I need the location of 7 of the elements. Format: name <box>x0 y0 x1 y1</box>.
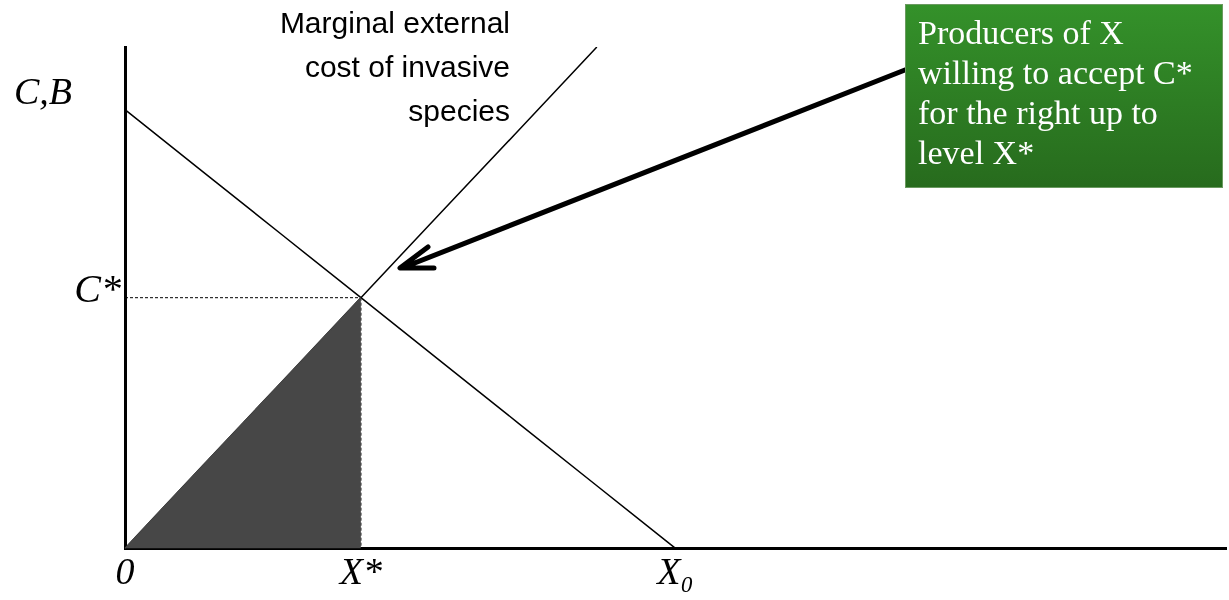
x-tick-label: X₀ <box>655 550 694 593</box>
text: C* <box>74 265 121 311</box>
x-tick-label: X* <box>337 550 383 593</box>
x-tick-label: 0 <box>115 550 135 593</box>
y-axis-title: C,B <box>14 70 73 112</box>
annotation: Producers of X willing to accept C* for the right up to level X* <box>905 4 1223 188</box>
annotation: Marginal external cost of invasive species <box>279 6 510 128</box>
